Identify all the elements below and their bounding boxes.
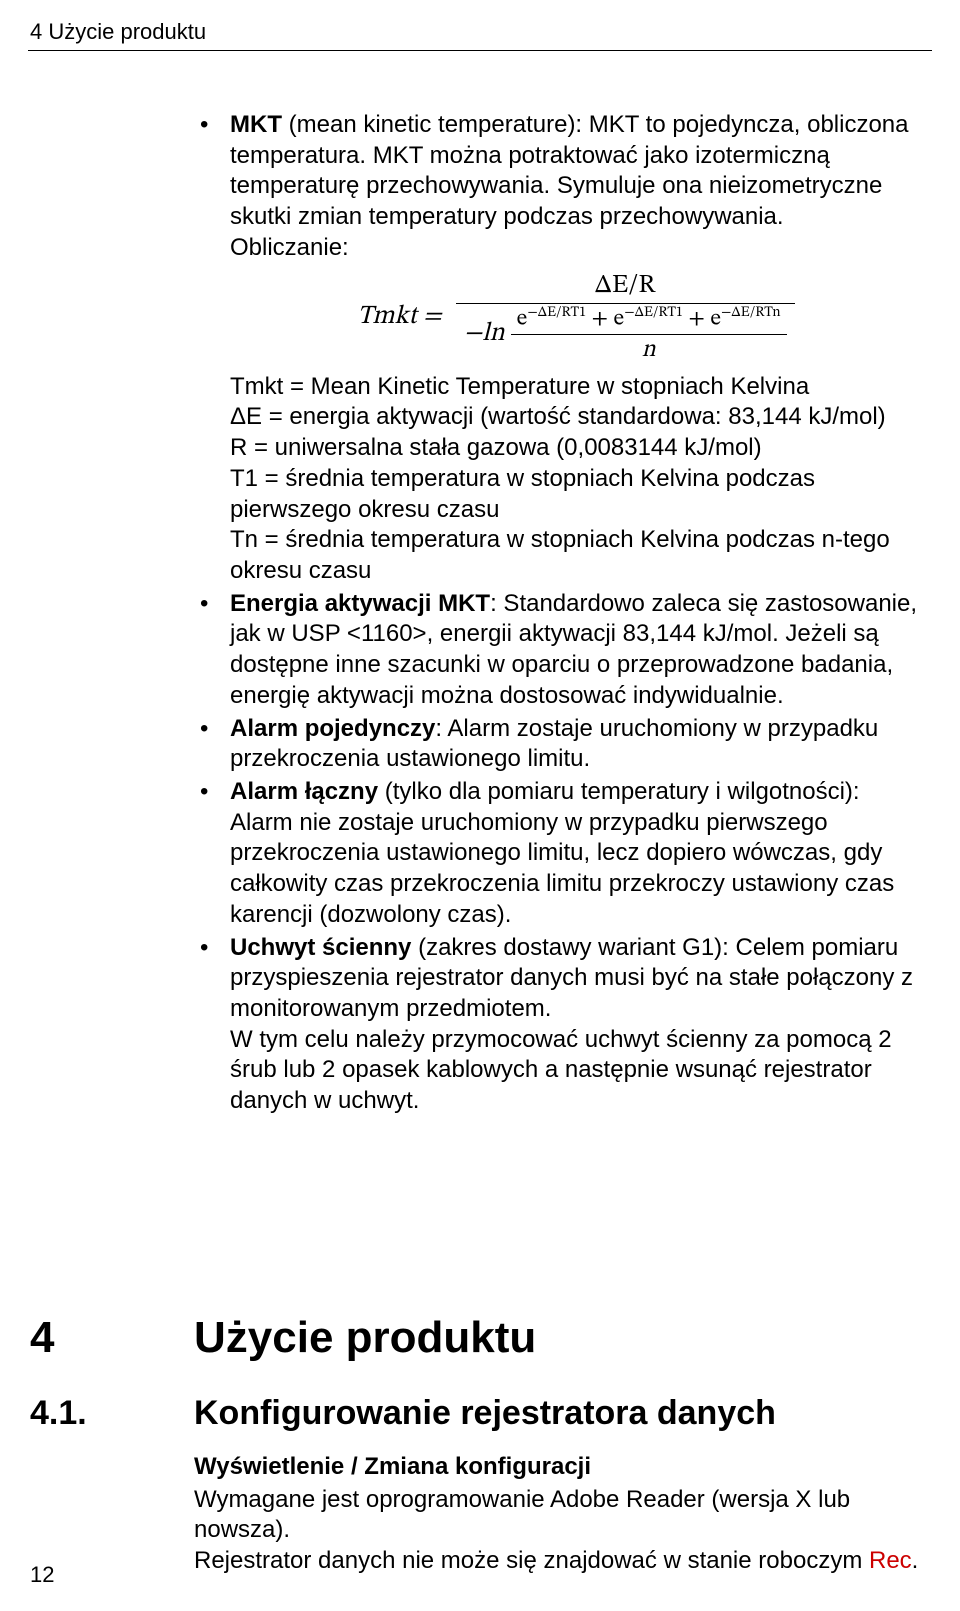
e3-sup: −ΔE/RTn — [721, 306, 781, 320]
formula-numerator: ΔE/R — [587, 270, 664, 303]
section-4-1-number: 4.1. — [30, 1392, 87, 1436]
sub-p2: Rejestrator danych nie może się znajdowa… — [194, 1547, 869, 1574]
formula-fraction: ΔE/R −ln e−ΔE/RT1 + e−ΔE/RT1 + e−ΔE/RTn — [456, 270, 795, 366]
formula-lhs: Tmkt = — [357, 301, 441, 334]
formula-inner-den: n — [636, 335, 662, 366]
bullet-uchwyt: Uchwyt ścienny (zakres dostawy wariant G… — [194, 933, 922, 1117]
e1: e — [517, 308, 528, 331]
header-rule — [28, 50, 932, 51]
body-content: MKT (mean kinetic temperature): MKT to p… — [194, 110, 922, 1119]
section-4-1-title: Konfigurowanie rejestratora danych — [194, 1392, 776, 1436]
formula-minus-ln: −ln — [464, 318, 505, 351]
sub-p2-wrap: Rejestrator danych nie może się znajdowa… — [194, 1546, 922, 1577]
bullet-energia-mkt: Energia aktywacji MKT: Standardowo zalec… — [194, 589, 922, 712]
formula-inner-fraction: e−ΔE/RT1 + e−ΔE/RT1 + e−ΔE/RTn n — [511, 304, 787, 366]
mkt-text: (mean kinetic temperature): MKT to pojed… — [230, 111, 909, 230]
bullet-mkt: MKT (mean kinetic temperature): MKT to p… — [194, 110, 922, 587]
sub-dot: . — [912, 1547, 919, 1574]
section-4-title: Użycie produktu — [194, 1310, 536, 1366]
bullet-alarm-laczny: Alarm łączny (tylko dla pomiaru temperat… — [194, 777, 922, 931]
mkt-definitions: Tmkt = Mean Kinetic Temperature w stopni… — [230, 372, 922, 587]
section-4-number: 4 — [30, 1310, 54, 1366]
uchwyt-text2: W tym celu należy przymocować uchwyt ści… — [230, 1025, 922, 1117]
def-tmkt: Tmkt = Mean Kinetic Temperature w stopni… — [230, 372, 922, 403]
mkt-calc-label: Obliczanie: — [230, 233, 922, 264]
plus2: + — [683, 308, 710, 331]
uchwyt-label: Uchwyt ścienny — [230, 934, 411, 961]
e2: e — [614, 308, 625, 331]
bullet-alarm-pojedynczy: Alarm pojedynczy: Alarm zostaje uruchomi… — [194, 714, 922, 775]
e1-sup: −ΔE/RT1 — [527, 306, 586, 320]
sub-p1: Wymagane jest oprogramowanie Adobe Reade… — [194, 1485, 922, 1546]
alarm-pojedynczy-label: Alarm pojedynczy — [230, 715, 435, 742]
def-t1: T1 = średnia temperatura w stopniach Kel… — [230, 464, 922, 525]
energia-label: Energia aktywacji MKT — [230, 590, 490, 617]
def-r: R = uniwersalna stała gazowa (0,0083144 … — [230, 433, 922, 464]
def-de: ΔE = energia aktywacji (wartość standard… — [230, 402, 922, 433]
page-header: 4 Użycie produktu — [30, 18, 206, 46]
sub-block: Wyświetlenie / Zmiana konfiguracji Wymag… — [194, 1452, 922, 1577]
page-number: 12 — [30, 1561, 54, 1589]
alarm-laczny-label: Alarm łączny — [230, 778, 378, 805]
sub-title: Wyświetlenie / Zmiana konfiguracji — [194, 1452, 922, 1483]
mkt-label: MKT — [230, 111, 282, 138]
plus1: + — [586, 308, 613, 331]
mkt-formula: Tmkt = ΔE/R −ln e−ΔE/RT1 + e−ΔE/RT1 + e−… — [230, 270, 922, 366]
def-tn: Tn = średnia temperatura w stopniach Kel… — [230, 525, 922, 586]
e2-sup: −ΔE/RT1 — [624, 306, 683, 320]
e3: e — [710, 308, 721, 331]
sub-rec: Rec — [869, 1547, 912, 1574]
